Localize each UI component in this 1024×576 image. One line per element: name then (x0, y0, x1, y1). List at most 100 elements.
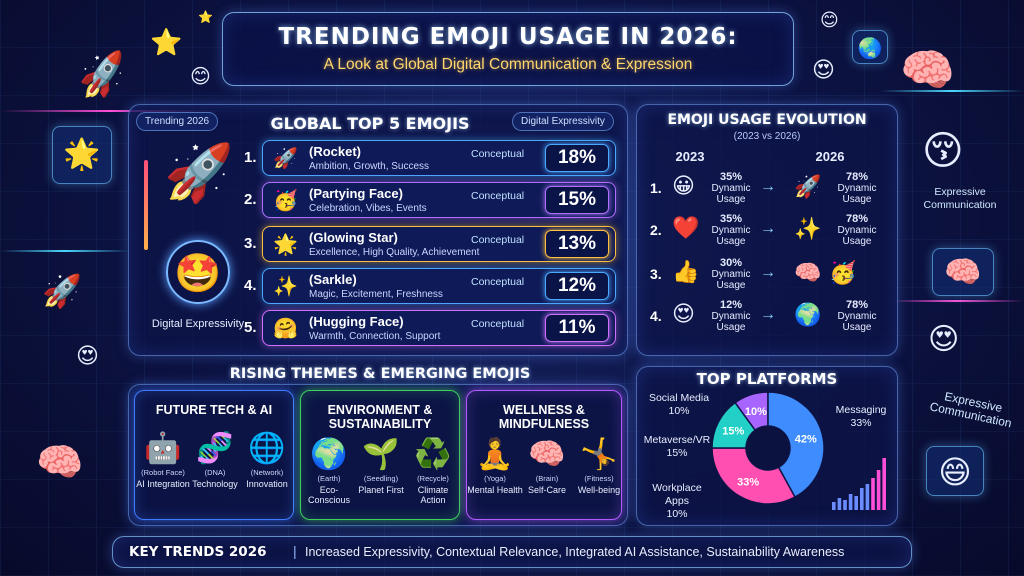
theme-item: 🧠 (Brain) Self-Care (519, 437, 575, 495)
usage-label: Dynamic Usage (837, 183, 877, 205)
brain-icon: 🧠 (944, 255, 982, 290)
evolution-rank: 1. (650, 180, 662, 196)
glow-streak (0, 110, 220, 112)
page-title: TRENDING EMOJI USAGE IN 2026: (278, 24, 738, 50)
usage-label: Dynamic Usage (711, 183, 751, 205)
emoji-percent: 15% (545, 186, 609, 214)
sparkline-bar (860, 488, 864, 510)
theme-emoji-tag: (Network) (250, 468, 284, 477)
emoji-name: (Rocket) (309, 144, 362, 159)
emoji-description: Celebration, Vibes, Events (309, 203, 427, 214)
theme-emoji-icon: 🧘 (476, 437, 514, 472)
usage-2023-percent: 12% (719, 299, 743, 311)
emoji-2026-icon: 🥳 (829, 261, 857, 286)
theme-title: WELLNESS & MINDFULNESS (498, 403, 590, 431)
theme-item: 🧘 (Yoga) Mental Health (467, 437, 523, 495)
top5-row: 🥳 (Partying Face) Celebration, Vibes, Even… (262, 182, 616, 218)
emoji-2023-icon: 👍 (672, 260, 700, 285)
usage-2023-percent: 35% (719, 213, 743, 225)
theme-emoji-tag: (Robot Face) (141, 468, 185, 477)
theme-emoji-icon: 🤸 (580, 437, 618, 472)
theme-title: ENVIRONMENT & SUSTAINABILITY (327, 403, 433, 431)
rocket-icon: 🚀 (164, 141, 234, 206)
platform-name: Metaverse/VR (643, 434, 711, 446)
platform-name: Social Media (648, 392, 710, 404)
donut-slice (711, 401, 757, 449)
digital-expressivity-label: Digital Expressivity (151, 318, 245, 330)
emoji-percent: 18% (545, 144, 609, 172)
usage-label: Dynamic Usage (837, 225, 877, 247)
brain-card: 🧠 (932, 248, 994, 296)
heart-eyes-icon: 😍 (812, 58, 835, 83)
sparkline-bar (882, 458, 886, 510)
heart-eyes-icon: 😍 (76, 344, 99, 369)
donut-slice (711, 447, 796, 505)
theme-item: 🤸 (Fitness) Well-being (571, 437, 627, 495)
theme-emoji-label: Innovation (246, 479, 288, 489)
emoji-2026-icon: 🚀 (794, 175, 822, 200)
evolution-panel (636, 104, 898, 356)
theme-emoji-icon: 🤖 (144, 431, 182, 466)
evolution-row: 2. ❤️ 35% Dynamic Usage → ✨ 78% Dynamic Usage (646, 214, 890, 248)
evolution-row: 1. 😀 35% Dynamic Usage → 🚀 78% Dynamic Usage (646, 172, 890, 206)
evolution-rank: 2. (650, 222, 662, 238)
key-trends-divider: | (293, 543, 297, 559)
emoji-percent: 13% (545, 230, 609, 258)
sparkline-bar (832, 502, 836, 510)
usage-label: Dynamic Usage (711, 311, 751, 333)
emoji-description: Warmth, Connection, Support (309, 331, 441, 342)
theme-group: ENVIRONMENT & SUSTAINABILITY 🌍 (Earth) Eco-… (300, 390, 460, 520)
platform-name: Workplace Apps (652, 482, 702, 507)
title-banner: TRENDING EMOJI USAGE IN 2026: A Look at … (222, 12, 794, 86)
emoji-icon: 🤗 (273, 316, 298, 340)
usage-2026-percent: 78% (845, 213, 869, 225)
arrow-right-icon: → (760, 306, 776, 323)
usage-2023: 30% Dynamic Usage (708, 257, 754, 292)
platform-legend-item: Workplace Apps 10% (642, 482, 712, 521)
emoji-2026-group: 🧠 🥳 (794, 260, 865, 286)
theme-emoji-tag: (Seedling) (363, 474, 399, 483)
usage-2026: 78% Dynamic Usage (832, 300, 882, 334)
theme-emoji-label: Climate Action (417, 485, 449, 505)
platforms-heading: TOP PLATFORMS (696, 370, 838, 388)
usage-2023: 35% Dynamic Usage (708, 172, 754, 206)
usage-2026: 78% Dynamic Usage (832, 213, 882, 248)
donut-hole (747, 427, 789, 469)
theme-emoji-label: AI Integration (136, 479, 190, 489)
emoji-2026-group: 🌍 (794, 302, 829, 328)
rank-number: 1. (244, 149, 257, 166)
theme-emoji-icon: ♻️ (414, 437, 452, 472)
sparkline-bar (854, 496, 858, 510)
star-card: 🌟 (52, 126, 112, 184)
theme-emoji-tag: (Fitness) (584, 474, 614, 483)
usage-2023-percent: 30% (719, 257, 743, 269)
usage-2026-percent: 78% (845, 171, 869, 183)
smile-icon: 😊 (190, 64, 211, 88)
sparkline-bar (871, 478, 875, 510)
theme-emoji-icon: 🧬 (196, 431, 234, 466)
year-2023-label: 2023 (675, 149, 705, 164)
theme-emoji-tag: (Brain) (535, 474, 559, 483)
theme-emoji-label: Eco-Conscious (307, 485, 351, 505)
rank-number: 2. (244, 191, 257, 208)
platform-legend-item: Messaging 33% (826, 404, 896, 430)
evolution-rank: 3. (650, 266, 662, 282)
rank-number: 3. (244, 235, 257, 252)
evolution-heading: EMOJI USAGE EVOLUTION (667, 112, 867, 128)
top5-row: 🤗 (Hugging Face) Warmth, Connection, Suppo… (262, 310, 616, 346)
theme-emoji-tag: (Recycle) (417, 474, 449, 483)
evolution-subheading: (2023 vs 2026) (733, 131, 801, 142)
emoji-name: (Partying Face) (309, 186, 403, 201)
emoji-percent: 11% (545, 314, 609, 342)
expressive-communication-label: Expressive Communication (928, 389, 1013, 431)
brain-icon: 🧠 (36, 440, 84, 484)
side-gauge (144, 160, 148, 250)
theme-emoji-label: Planet First (358, 485, 404, 495)
kiss-face-icon: 😚 (922, 128, 964, 174)
theme-emoji-label: Technology (192, 479, 238, 489)
theme-emoji-icon: 🧠 (528, 437, 566, 472)
emoji-2026-icon: 🧠 (794, 261, 822, 286)
themes-heading: RISING THEMES & EMERGING EMOJIS (229, 366, 531, 382)
brain-icon: 🧠 (900, 45, 955, 96)
emoji-icon: 🚀 (273, 146, 298, 170)
